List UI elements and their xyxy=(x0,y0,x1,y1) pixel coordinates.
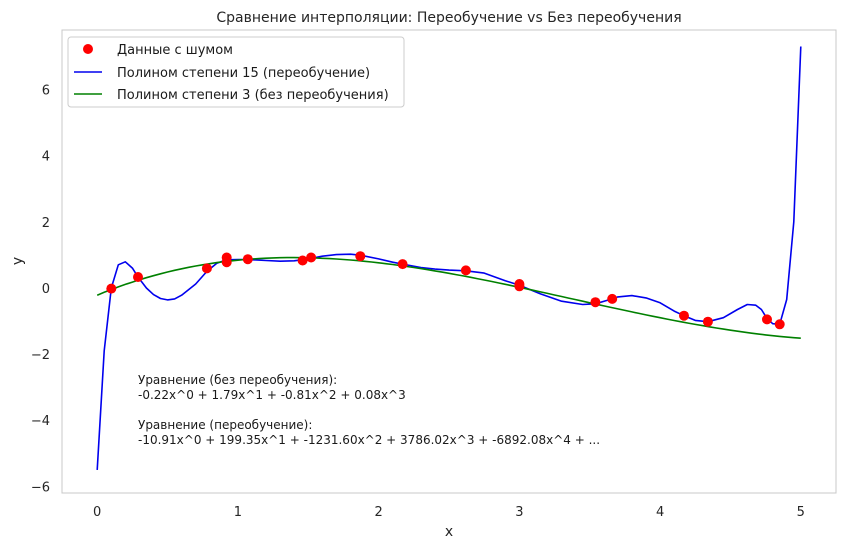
data-point xyxy=(460,265,471,276)
plot-frame xyxy=(61,29,837,494)
legend-label-degree-15: Полином степени 15 (переобучение) xyxy=(117,66,370,81)
data-point xyxy=(201,263,212,274)
y-tick-label: −6 xyxy=(31,480,50,495)
y-tick-label: 0 xyxy=(42,282,50,297)
data-point xyxy=(242,254,253,265)
y-axis-ticks: −6 −4 −2 0 2 4 6 xyxy=(31,84,50,496)
annotation-line-1: Уравнение (без переобучения): xyxy=(138,373,337,387)
y-tick-label: 4 xyxy=(42,150,50,165)
x-tick-label: 4 xyxy=(656,505,664,520)
series-line-degree-3 xyxy=(96,256,801,339)
legend: Данные с шумом Полином степени 15 (перео… xyxy=(67,36,405,108)
data-point xyxy=(607,293,618,304)
y-tick-label: −4 xyxy=(31,414,50,429)
legend-label-scatter: Данные с шумом xyxy=(117,43,233,58)
annotation-line-4: -10.91x^0 + 199.35x^1 + -1231.60x^2 + 37… xyxy=(138,433,600,447)
data-point xyxy=(306,252,317,263)
data-point xyxy=(762,314,772,325)
series-line-degree-15 xyxy=(96,46,802,470)
y-axis-label: y xyxy=(10,257,26,265)
plot-points xyxy=(106,251,785,330)
y-tick-label: 6 xyxy=(42,84,50,99)
x-tick-label: 1 xyxy=(234,505,242,520)
data-point xyxy=(133,272,143,282)
data-point xyxy=(397,259,408,270)
data-point xyxy=(774,319,785,330)
x-tick-label: 3 xyxy=(515,505,523,520)
y-tick-label: 2 xyxy=(42,216,50,231)
chart-title: Сравнение интерполяции: Переобучение vs … xyxy=(216,10,681,26)
x-axis-ticks: 0 1 2 3 4 5 xyxy=(93,505,805,520)
data-point xyxy=(221,257,232,268)
data-point xyxy=(702,316,713,327)
legend-label-degree-3: Полином степени 3 (без переобучения) xyxy=(117,88,389,103)
data-point xyxy=(355,251,366,262)
annotation-line-2: -0.22x^0 + 1.79x^1 + -0.81x^2 + 0.08x^3 xyxy=(138,388,406,402)
data-point xyxy=(297,255,308,266)
legend-box xyxy=(67,36,405,108)
data-point xyxy=(106,283,117,294)
x-tick-label: 2 xyxy=(374,505,382,520)
equation-annotation: Уравнение (без переобучения): -0.22x^0 +… xyxy=(138,373,600,447)
data-point xyxy=(590,297,601,308)
annotation-line-3: Уравнение (переобучение): xyxy=(138,418,312,432)
x-tick-label: 0 xyxy=(93,505,101,520)
x-tick-label: 5 xyxy=(797,505,805,520)
data-point xyxy=(679,310,689,321)
legend-marker-scatter xyxy=(83,44,93,54)
data-point xyxy=(514,279,525,289)
y-tick-label: −2 xyxy=(31,348,50,363)
x-axis-label: x xyxy=(445,524,453,540)
plot-lines xyxy=(96,46,802,470)
